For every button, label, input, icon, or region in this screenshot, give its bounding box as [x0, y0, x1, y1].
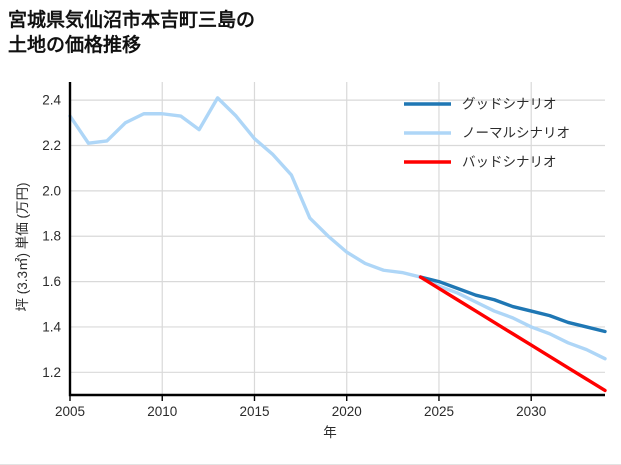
legend-label: グッドシナリオ — [462, 97, 557, 112]
page-title: 宮城県気仙沼市本吉町三島の 土地の価格推移 — [8, 10, 256, 56]
y-tick-label: 2.2 — [42, 138, 61, 153]
x-tick-label: 2005 — [55, 404, 85, 419]
series-line — [418, 275, 607, 334]
x-tick-label: 2015 — [239, 404, 269, 419]
series-line — [68, 96, 607, 361]
y-tick-label: 1.4 — [42, 319, 61, 334]
legend-label: ノーマルシナリオ — [462, 126, 570, 141]
y-tick-label: 2.0 — [42, 183, 61, 198]
y-tick-label: 2.4 — [42, 93, 61, 108]
legend-label: バッドシナリオ — [462, 155, 557, 170]
x-tick-label: 2020 — [332, 404, 362, 419]
x-tick-label: 2030 — [516, 404, 546, 419]
y-tick-label: 1.6 — [42, 274, 61, 289]
x-tick-label: 2010 — [147, 404, 177, 419]
y-axis-ticks: 1.2 1.4 1.6 1.8 2.0 2.2 2.4 — [42, 93, 61, 380]
x-axis-ticks: 2005 2010 2015 2020 2025 2030 — [55, 395, 546, 419]
series-group — [68, 96, 607, 393]
x-tick-label: 2025 — [424, 404, 454, 419]
y-axis-label: 坪 (3.3㎡) 単価 (万円) — [15, 182, 30, 311]
x-axis-label: 年 — [323, 425, 337, 440]
y-tick-label: 1.8 — [42, 229, 61, 244]
series-line — [418, 275, 607, 393]
y-tick-label: 1.2 — [42, 365, 61, 380]
